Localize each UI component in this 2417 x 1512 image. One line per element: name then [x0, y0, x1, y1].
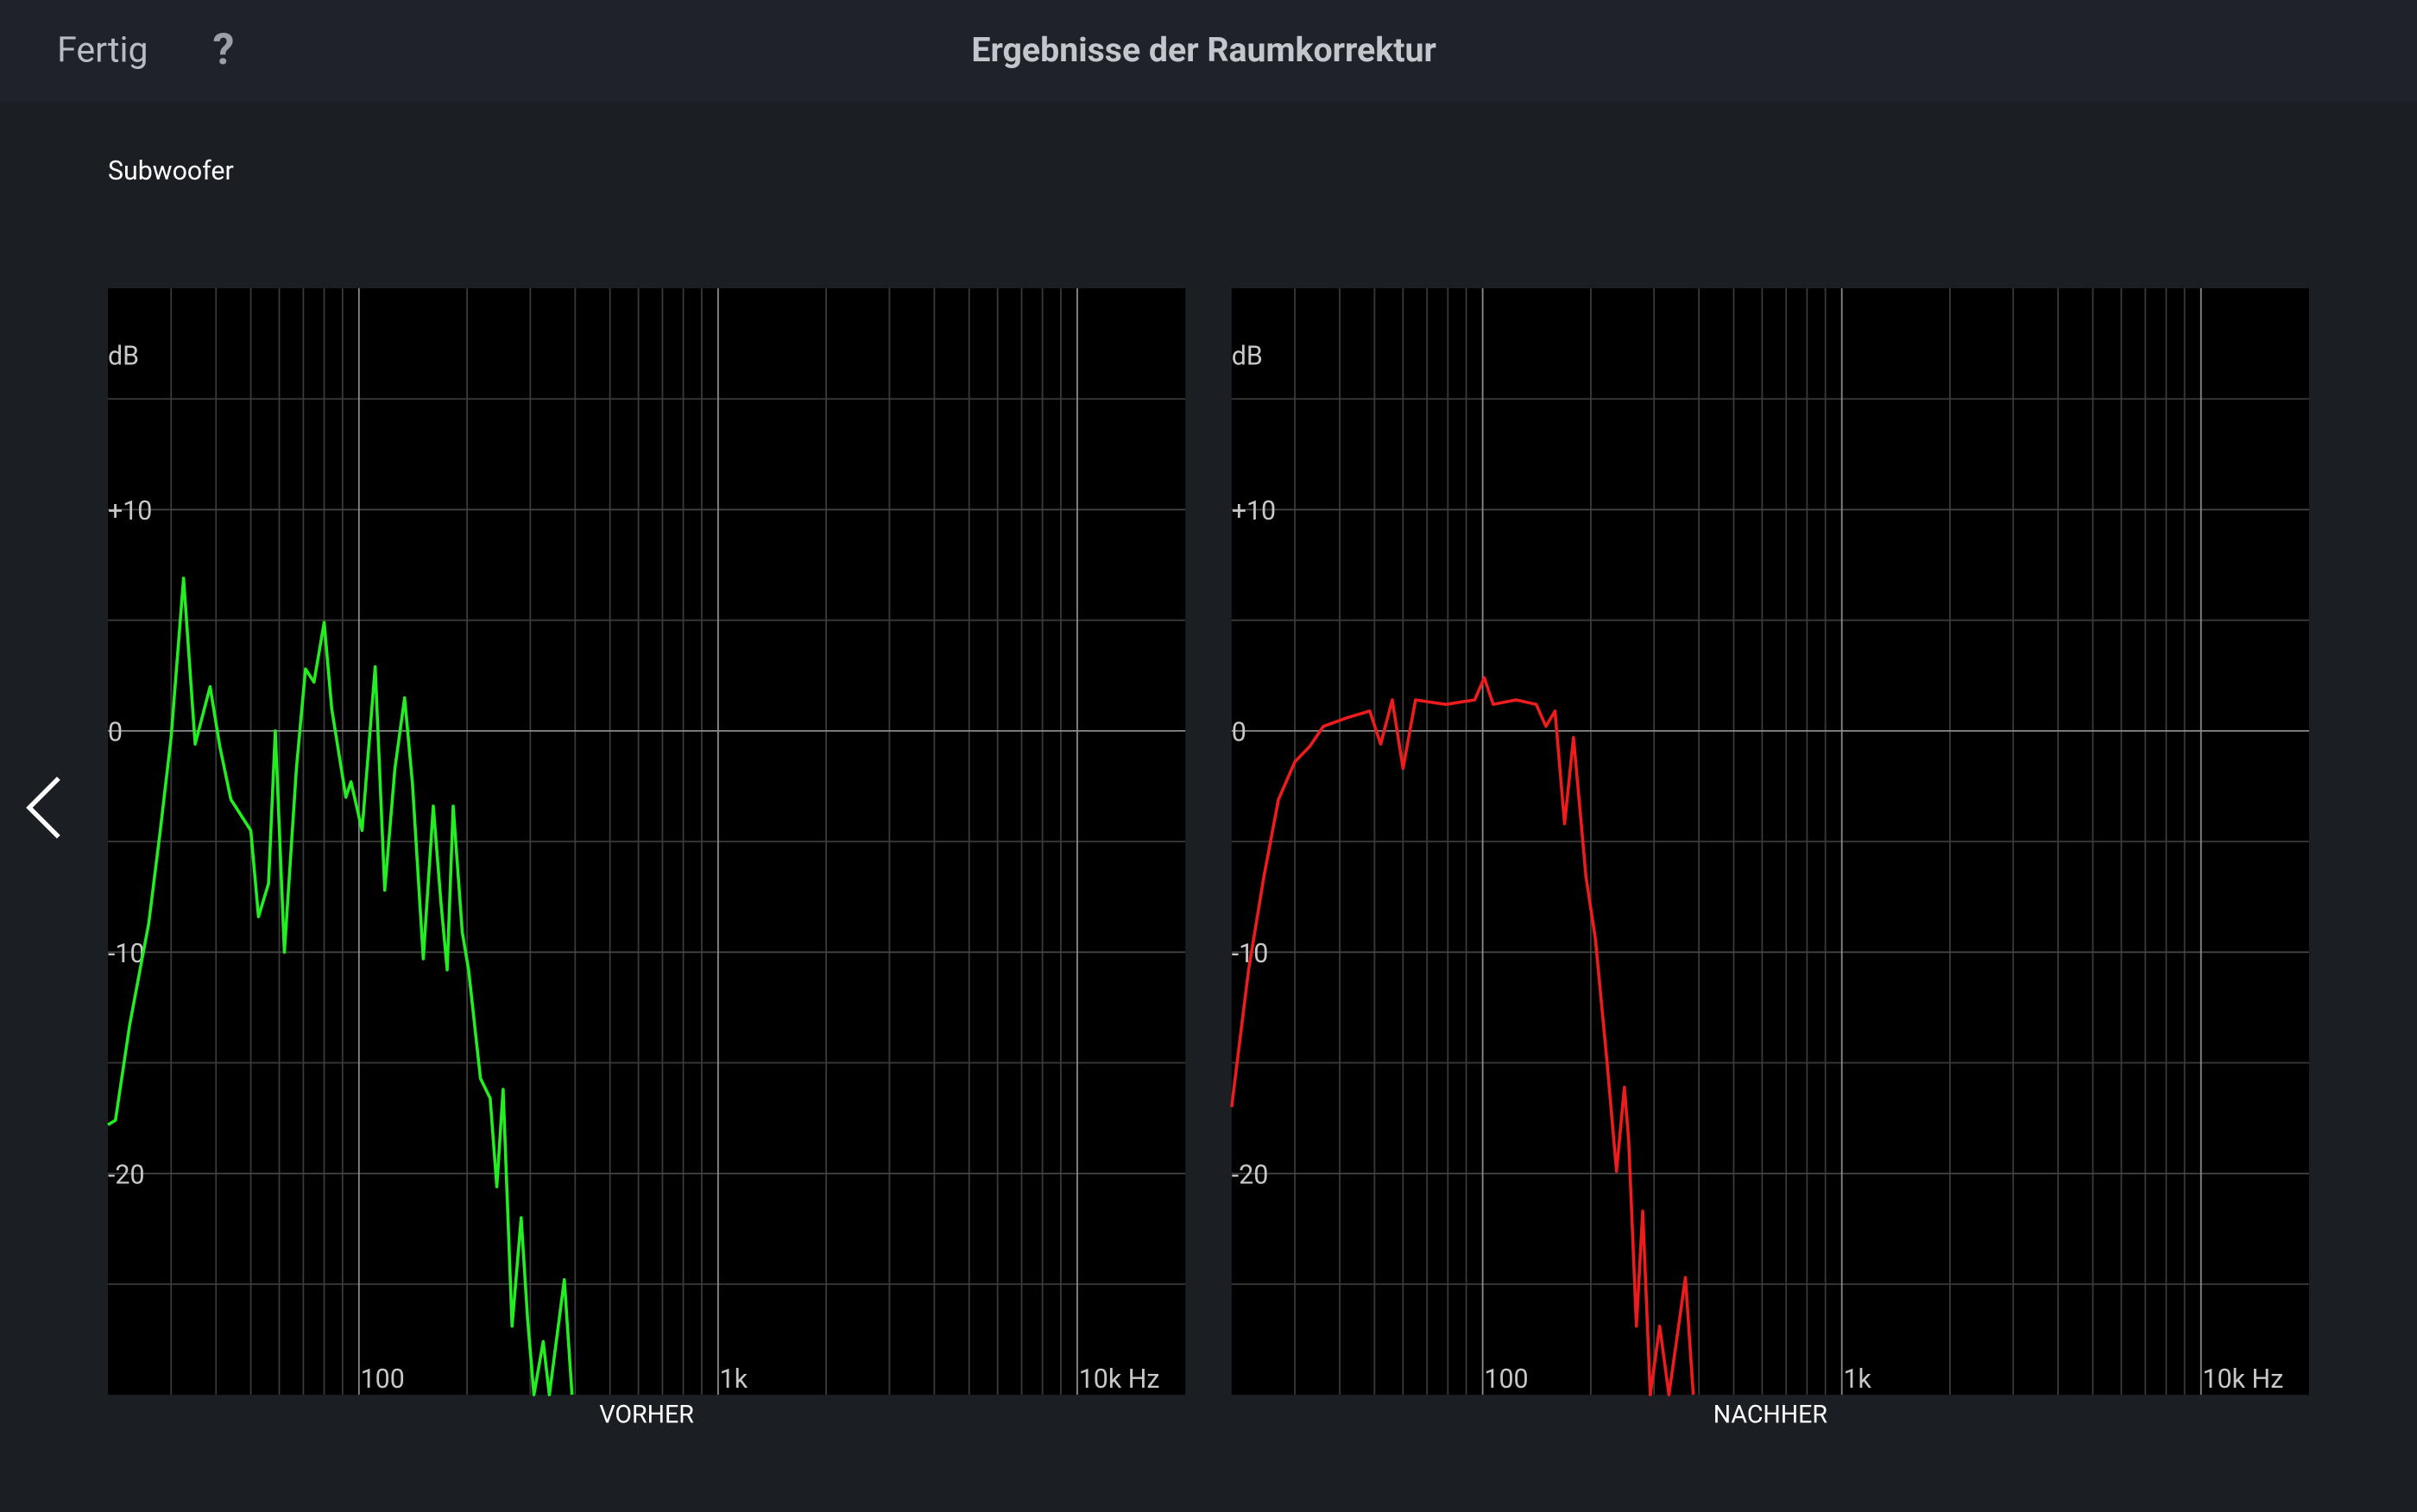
y-tick-label: 0: [108, 717, 123, 747]
y-axis-label: dB: [108, 341, 139, 371]
x-tick-label: 1k: [1843, 1364, 1871, 1395]
x-axis-label: VORHER: [599, 1400, 694, 1429]
x-axis-label: NACHHER: [1713, 1400, 1828, 1429]
top-bar: [0, 0, 2417, 102]
response-curve: [1230, 676, 1695, 1396]
y-axis-label: dB: [1232, 341, 1263, 371]
help-button[interactable]: ?: [212, 25, 234, 75]
back-arrow[interactable]: [26, 776, 60, 839]
x-tick-label: 1k: [720, 1364, 748, 1395]
y-tick-label: -10: [108, 939, 145, 969]
x-tick-label: 10k Hz: [2203, 1364, 2284, 1395]
section-label: Subwoofer: [108, 156, 234, 186]
y-tick-label: -20: [1232, 1160, 1269, 1190]
x-tick-label: 100: [361, 1364, 405, 1395]
y-tick-label: 0: [1232, 717, 1246, 747]
y-tick-label: +10: [108, 496, 152, 526]
y-tick-label: +10: [1232, 496, 1276, 526]
x-tick-label: 10k Hz: [1079, 1364, 1160, 1395]
y-tick-label: -20: [108, 1160, 145, 1190]
x-tick-label: 100: [1484, 1364, 1528, 1395]
done-button[interactable]: Fertig: [57, 30, 148, 72]
response-curve: [107, 576, 574, 1396]
page-title: Ergebnisse der Raumkorrektur: [971, 30, 1436, 70]
